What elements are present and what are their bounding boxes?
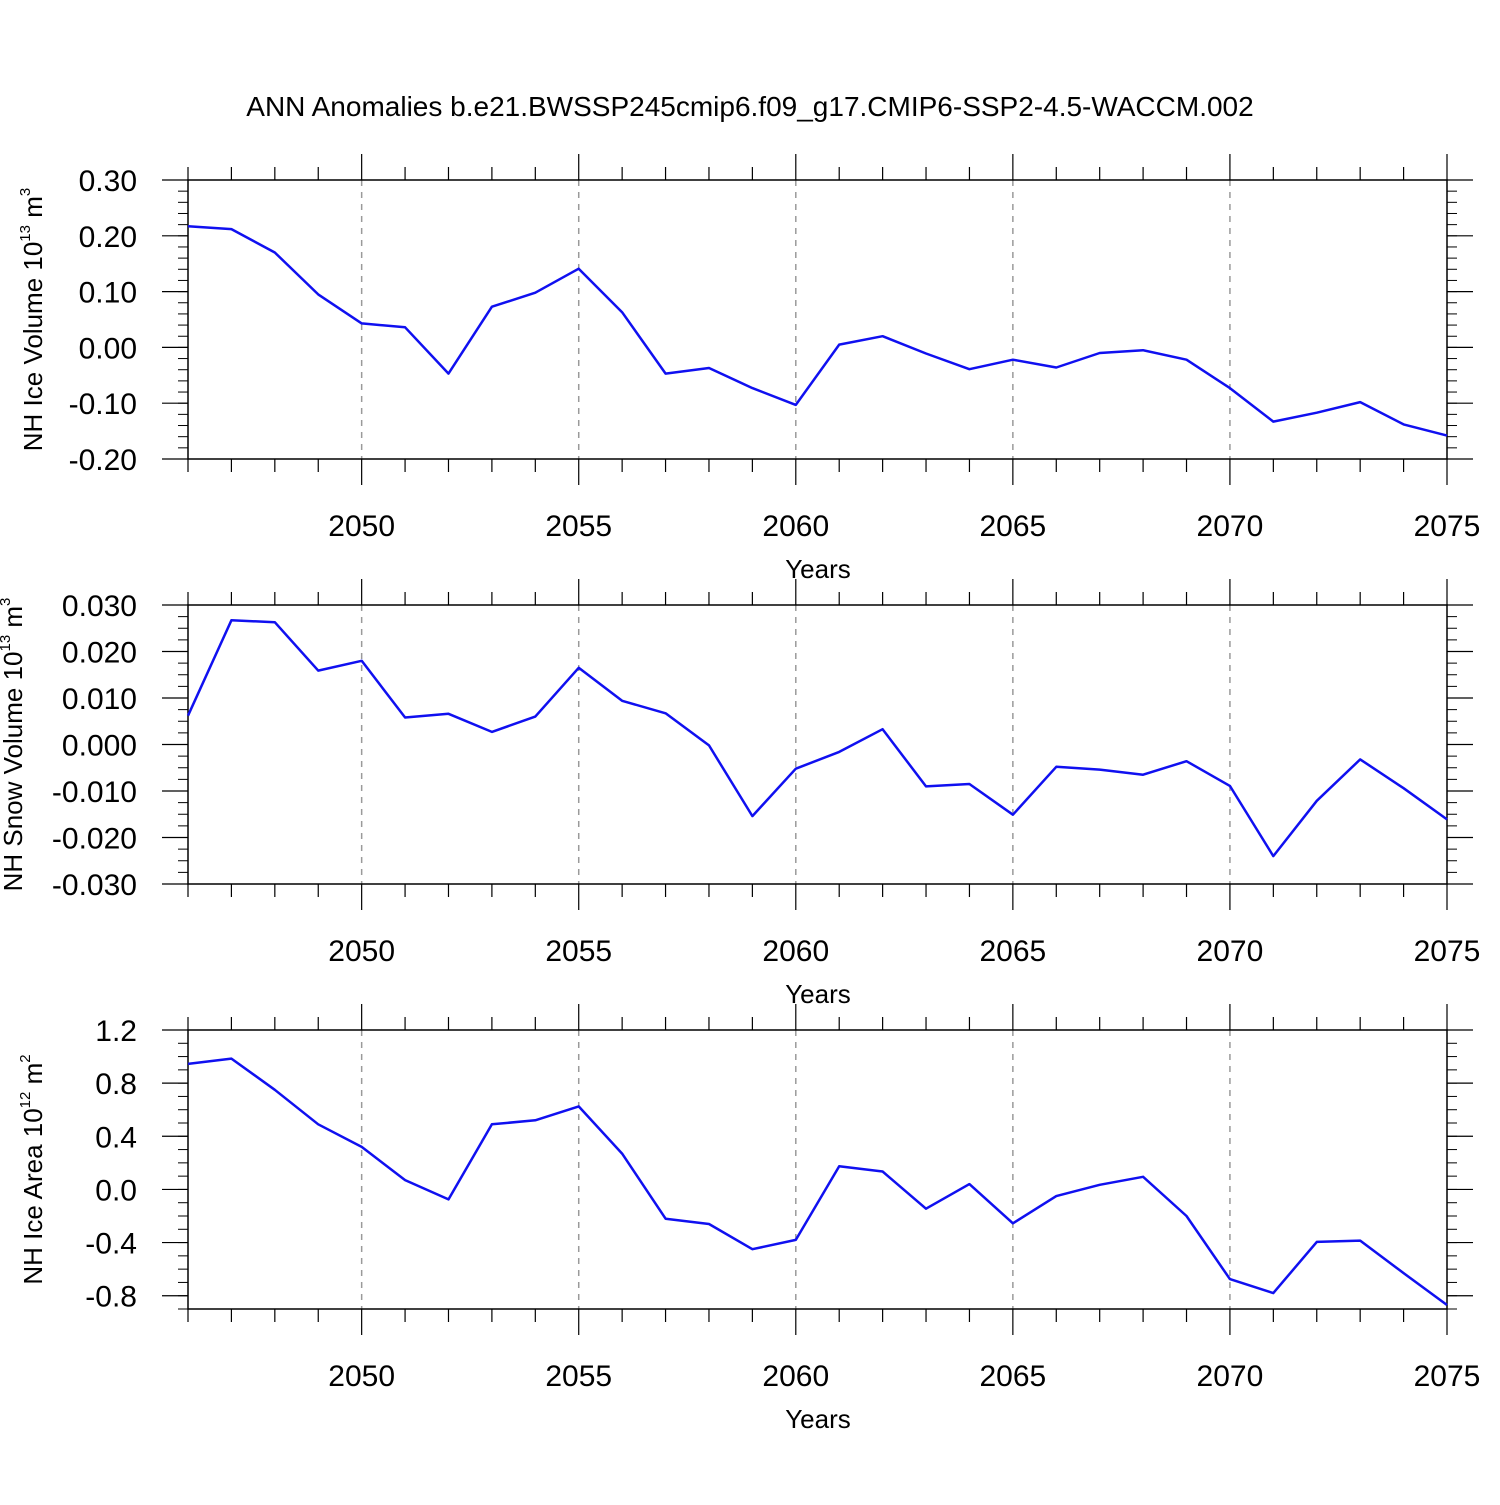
y-tick-label: 0.000 bbox=[62, 730, 137, 763]
y-tick-label: -0.4 bbox=[85, 1228, 137, 1261]
plot-frame bbox=[187, 1029, 1448, 1310]
x-tick-label: 2055 bbox=[545, 510, 612, 543]
y-tick-label: -0.030 bbox=[52, 869, 137, 902]
y-axis-label-superscript: 12 bbox=[17, 1092, 34, 1109]
x-tick-label: 2065 bbox=[979, 1360, 1046, 1393]
x-axis-label: Years bbox=[785, 1404, 851, 1434]
y-tick-label: 0.4 bbox=[95, 1121, 137, 1154]
x-tick-label: 2050 bbox=[328, 935, 395, 968]
y-axis-label-part: m bbox=[18, 1063, 48, 1092]
chart-panel-1: -0.20 -0.10 0.00 0.10 0.20 0.30 2050 2055 2060 20… bbox=[17, 154, 1480, 584]
x-tick-label: 2050 bbox=[328, 510, 395, 543]
y-tick-label: 0.030 bbox=[62, 590, 137, 623]
x-tick-label: 2050 bbox=[328, 1360, 395, 1393]
plot-frame bbox=[187, 604, 1448, 885]
x-tick-label: 2065 bbox=[979, 935, 1046, 968]
x-tick-label: 2070 bbox=[1197, 1360, 1264, 1393]
series-line bbox=[187, 1057, 1448, 1307]
y-axis-label-part: NH Snow Volume 10 bbox=[0, 652, 28, 892]
x-tick-label: 2065 bbox=[979, 510, 1046, 543]
chart-panel-3: -0.8 -0.4 0.0 0.4 0.8 1.2 2050 2055 2060 2065 2070… bbox=[17, 1004, 1480, 1434]
y-axis-label-part: m bbox=[18, 196, 48, 225]
x-tick-label: 2070 bbox=[1197, 510, 1264, 543]
y-axis-label-superscript: 13 bbox=[0, 635, 14, 652]
x-tick-label: 2060 bbox=[762, 935, 829, 968]
x-tick-label: 2075 bbox=[1414, 510, 1481, 543]
x-tick-label: 2070 bbox=[1197, 935, 1264, 968]
chart-title: ANN Anomalies b.e21.BWSSP245cmip6.f09_g1… bbox=[246, 91, 1253, 122]
y-tick-label: 0.10 bbox=[79, 277, 137, 310]
series-line bbox=[186, 619, 1448, 858]
y-tick-label: -0.8 bbox=[85, 1281, 137, 1314]
y-tick-label: 0.010 bbox=[62, 683, 137, 716]
y-tick-label: -0.020 bbox=[52, 823, 137, 856]
y-tick-label: -0.010 bbox=[52, 776, 137, 809]
y-axis-label-superscript: 2 bbox=[17, 1054, 34, 1062]
y-tick-label: -0.20 bbox=[69, 444, 137, 477]
x-axis-label: Years bbox=[785, 554, 851, 584]
y-axis-label-superscript: 13 bbox=[17, 225, 34, 242]
x-tick-label: 2075 bbox=[1414, 935, 1481, 968]
y-tick-label: 0.020 bbox=[62, 637, 137, 670]
x-tick-label: 2075 bbox=[1414, 1360, 1481, 1393]
y-axis-label-part: m bbox=[0, 606, 28, 635]
y-axis-label-superscript: 3 bbox=[17, 188, 34, 196]
y-tick-label: 0.20 bbox=[79, 221, 137, 254]
y-axis-label-part: NH Ice Volume 10 bbox=[18, 242, 48, 452]
y-tick-label: -0.10 bbox=[69, 388, 137, 421]
x-tick-label: 2060 bbox=[762, 1360, 829, 1393]
series-line bbox=[187, 225, 1448, 437]
y-tick-label: 0.00 bbox=[79, 332, 137, 365]
y-tick-label: 1.2 bbox=[95, 1015, 137, 1048]
y-axis-label-part: NH Ice Area 10 bbox=[18, 1108, 48, 1284]
x-axis-label: Years bbox=[785, 979, 851, 1009]
y-tick-label: 0.30 bbox=[79, 165, 137, 198]
x-tick-label: 2055 bbox=[545, 935, 612, 968]
chart-panel-2: -0.030 -0.020 -0.010 0.000 0.010 0.020 0.030 20… bbox=[0, 579, 1480, 1009]
y-axis-label-superscript: 3 bbox=[0, 598, 14, 606]
y-tick-label: 0.0 bbox=[95, 1174, 137, 1207]
x-tick-label: 2060 bbox=[762, 510, 829, 543]
y-axis-label: NH Ice Volume 1013 m3 bbox=[17, 188, 48, 451]
x-tick-label: 2055 bbox=[545, 1360, 612, 1393]
plot-frame bbox=[187, 179, 1448, 460]
y-tick-label: 0.8 bbox=[95, 1068, 137, 1101]
y-axis-label: NH Snow Volume 1013 m3 bbox=[0, 598, 28, 892]
y-axis-label: NH Ice Area 1012 m2 bbox=[17, 1054, 48, 1284]
